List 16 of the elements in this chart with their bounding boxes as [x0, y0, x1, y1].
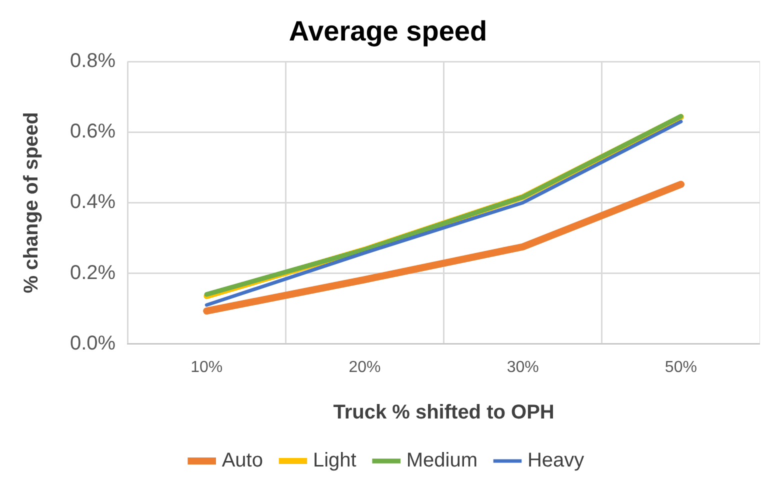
y-tick-label: 0.8%	[70, 50, 116, 72]
x-tick-label: 10%	[190, 358, 223, 376]
chart-title: Average speed	[288, 16, 488, 47]
legend-label: Heavy	[527, 450, 584, 472]
y-tick-label: 0.4%	[70, 191, 116, 214]
x-tick-label: 30%	[506, 358, 539, 376]
x-tick-label: 50%	[664, 358, 697, 376]
y-tick-label: 0.6%	[70, 120, 116, 143]
y-tick-label: 0.2%	[70, 262, 116, 284]
y-axis-title: % change of speed	[20, 112, 43, 294]
legend-label: Auto	[222, 450, 263, 472]
y-tick-label: 0.0%	[70, 332, 116, 354]
x-axis-title: Truck % shifted to OPH	[333, 402, 554, 424]
legend-label: Light	[312, 450, 357, 472]
x-tick-label: 20%	[348, 358, 381, 376]
legend-label: Medium	[406, 450, 478, 472]
